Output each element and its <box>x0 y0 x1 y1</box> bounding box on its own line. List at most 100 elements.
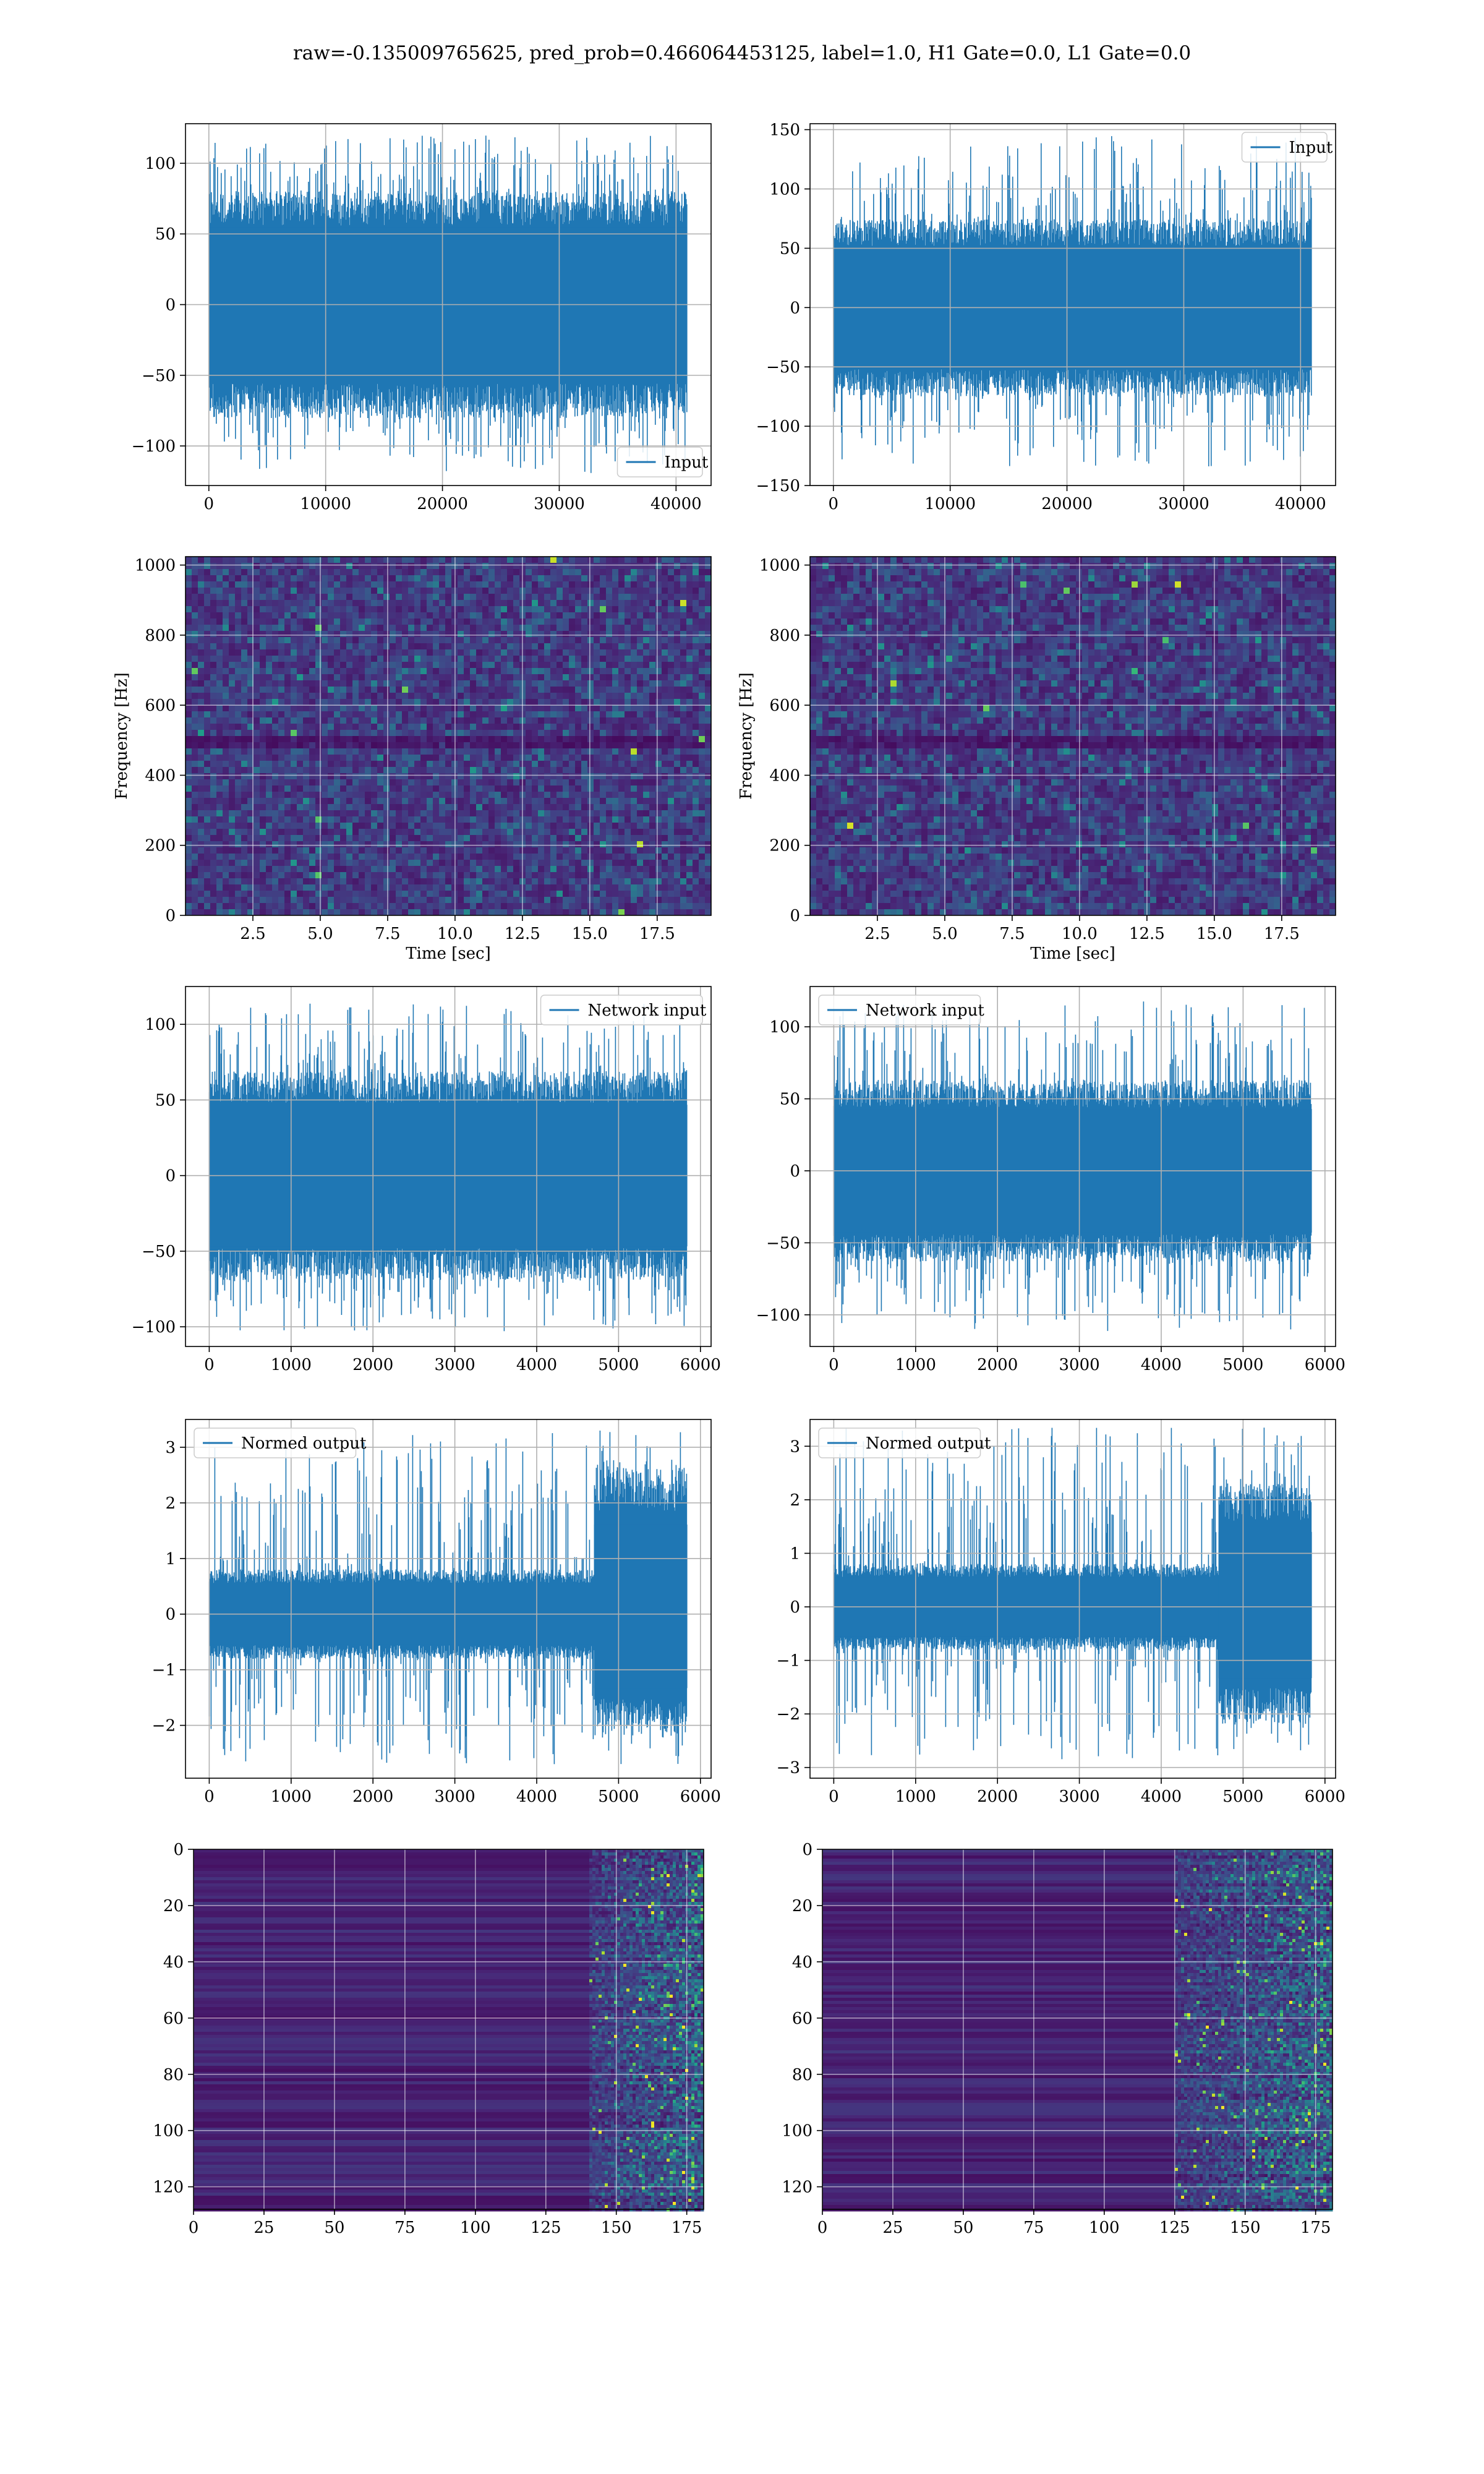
legend: Network input <box>819 995 984 1025</box>
y-axis-label: Frequency [Hz] <box>737 672 756 800</box>
y-tick-label: 100 <box>153 2122 184 2141</box>
y-tick-label: 1 <box>165 1550 176 1569</box>
h1-spectrogram-plot <box>186 557 712 916</box>
l1-normed-output-svg: 0 1000 2000 3000 4000 5000 6000−3−2−10123 Norme… <box>0 0 1484 2474</box>
series-core <box>834 1109 1311 1233</box>
x-tick-label: 2000 <box>352 1787 393 1806</box>
y-tick-label: 100 <box>145 1016 176 1034</box>
l1-normed-output-grid <box>810 1419 1336 1778</box>
series-line <box>209 1004 686 1331</box>
x-tick-label: 50 <box>324 2219 344 2237</box>
series-line <box>209 135 687 473</box>
l1-input-ticks: 0 10000 20000 30000 40000−150−100−5005010015… <box>756 121 1326 513</box>
plot-frame <box>186 1419 711 1778</box>
y-tick-label: 0 <box>802 1841 812 1859</box>
x-tick-label: 17.5 <box>1264 925 1300 943</box>
y-tick-label: 60 <box>163 2010 184 2028</box>
x-tick-label: 3000 <box>435 1787 475 1806</box>
x-tick-label: 7.5 <box>375 925 400 943</box>
x-tick-label: 175 <box>672 2219 702 2237</box>
x-tick-label: 175 <box>1300 2219 1331 2237</box>
x-tick-label: 40000 <box>650 495 702 513</box>
y-tick-label: −100 <box>756 1306 800 1325</box>
l1-network-input-grid <box>810 987 1336 1346</box>
legend-label: Network input <box>866 1001 984 1020</box>
y-tick-label: 100 <box>145 155 176 173</box>
plot-frame <box>186 557 711 915</box>
y-tick-label: 40 <box>163 1953 184 1972</box>
x-tick-label: 20000 <box>417 495 468 513</box>
y-tick-label: −150 <box>756 477 800 495</box>
h1-spectrogram-svg: 2.5 5.0 7.5 10.0 12.5 15.0 17.5020040060080010… <box>0 0 1484 2474</box>
x-tick-label: 20000 <box>1041 495 1093 513</box>
x-tick-label: 12.5 <box>505 925 540 943</box>
x-tick-label: 5.0 <box>307 925 333 943</box>
l1-feature-map-cells <box>822 1849 1333 2212</box>
x-tick-label: 100 <box>1089 2219 1120 2237</box>
y-tick-label: 2 <box>165 1494 176 1513</box>
h1-normed-output-plot <box>209 1431 687 1764</box>
x-axis-label: Time [sec] <box>406 944 491 963</box>
series-core <box>834 247 1312 367</box>
x-tick-label: 1000 <box>895 1356 936 1374</box>
h1-input-plot <box>209 135 688 473</box>
x-tick-label: 4000 <box>1141 1356 1182 1374</box>
legend-label: Normed output <box>241 1434 367 1453</box>
y-tick-label: 0 <box>790 1162 800 1181</box>
x-tick-label: 2000 <box>977 1787 1018 1806</box>
y-tick-label: 20 <box>792 1897 812 1915</box>
y-tick-label: 800 <box>145 627 176 645</box>
h1-input-grid <box>186 124 711 486</box>
h1-normed-output-svg: 0 1000 2000 3000 4000 5000 6000−2−10123 Normed … <box>0 0 1484 2474</box>
x-tick-label: 30000 <box>1158 495 1209 513</box>
x-tick-label: 6000 <box>1305 1787 1345 1806</box>
x-tick-label: 0 <box>829 1356 839 1374</box>
y-tick-label: 400 <box>769 766 800 785</box>
x-tick-label: 7.5 <box>999 925 1025 943</box>
x-axis-label: Time [sec] <box>1030 944 1115 963</box>
l1-input-grid <box>810 124 1336 486</box>
y-tick-label: 60 <box>792 2010 812 2028</box>
y-tick-label: 2 <box>790 1491 800 1510</box>
x-tick-label: 0 <box>817 2219 828 2237</box>
y-tick-label: 600 <box>145 696 176 715</box>
x-tick-label: 2.5 <box>864 925 890 943</box>
y-tick-label: −100 <box>756 417 800 436</box>
y-tick-label: 80 <box>792 2066 812 2084</box>
x-tick-label: 75 <box>394 2219 415 2237</box>
h1-network-input-plot <box>209 1004 687 1331</box>
x-tick-label: 0 <box>204 495 215 513</box>
l1-spectrogram-grid <box>810 557 1336 915</box>
x-tick-label: 10000 <box>300 495 351 513</box>
figure-title: raw=-0.135009765625, pred_prob=0.4660644… <box>0 42 1484 64</box>
legend: Input <box>618 447 709 477</box>
l1-spectrogram-ticks: 2.5 5.0 7.5 10.0 12.5 15.0 17.5020040060080010… <box>759 557 1300 943</box>
l1-input-svg: 0 10000 20000 30000 40000−150−100−5005010015… <box>0 0 1484 2474</box>
l1-input-plot <box>834 136 1312 466</box>
h1-network-input-grid <box>186 987 711 1346</box>
y-tick-label: 600 <box>769 696 800 715</box>
l1-normed-output-plot <box>834 1427 1311 1759</box>
y-tick-label: 1 <box>790 1544 800 1563</box>
series-line <box>834 136 1311 466</box>
y-tick-label: 50 <box>155 225 176 244</box>
h1-feature-map-cells <box>194 1849 704 2212</box>
l1-network-input-plot <box>834 1001 1311 1331</box>
y-tick-label: 800 <box>769 627 800 645</box>
y-tick-label: −1 <box>777 1652 800 1671</box>
plot-frame <box>194 1849 704 2209</box>
x-tick-label: 5.0 <box>932 925 957 943</box>
x-tick-label: 75 <box>1023 2219 1044 2237</box>
series-burst-core <box>594 1525 688 1688</box>
x-tick-label: 25 <box>254 2219 274 2237</box>
l1-feature-map-svg: 0 25 50 75 100 125 150 175020406080100120 <box>0 0 1484 2474</box>
legend-label: Normed output <box>866 1434 991 1453</box>
y-tick-label: 200 <box>145 837 176 855</box>
y-tick-label: −50 <box>142 1243 176 1261</box>
x-tick-label: 3000 <box>435 1356 475 1374</box>
